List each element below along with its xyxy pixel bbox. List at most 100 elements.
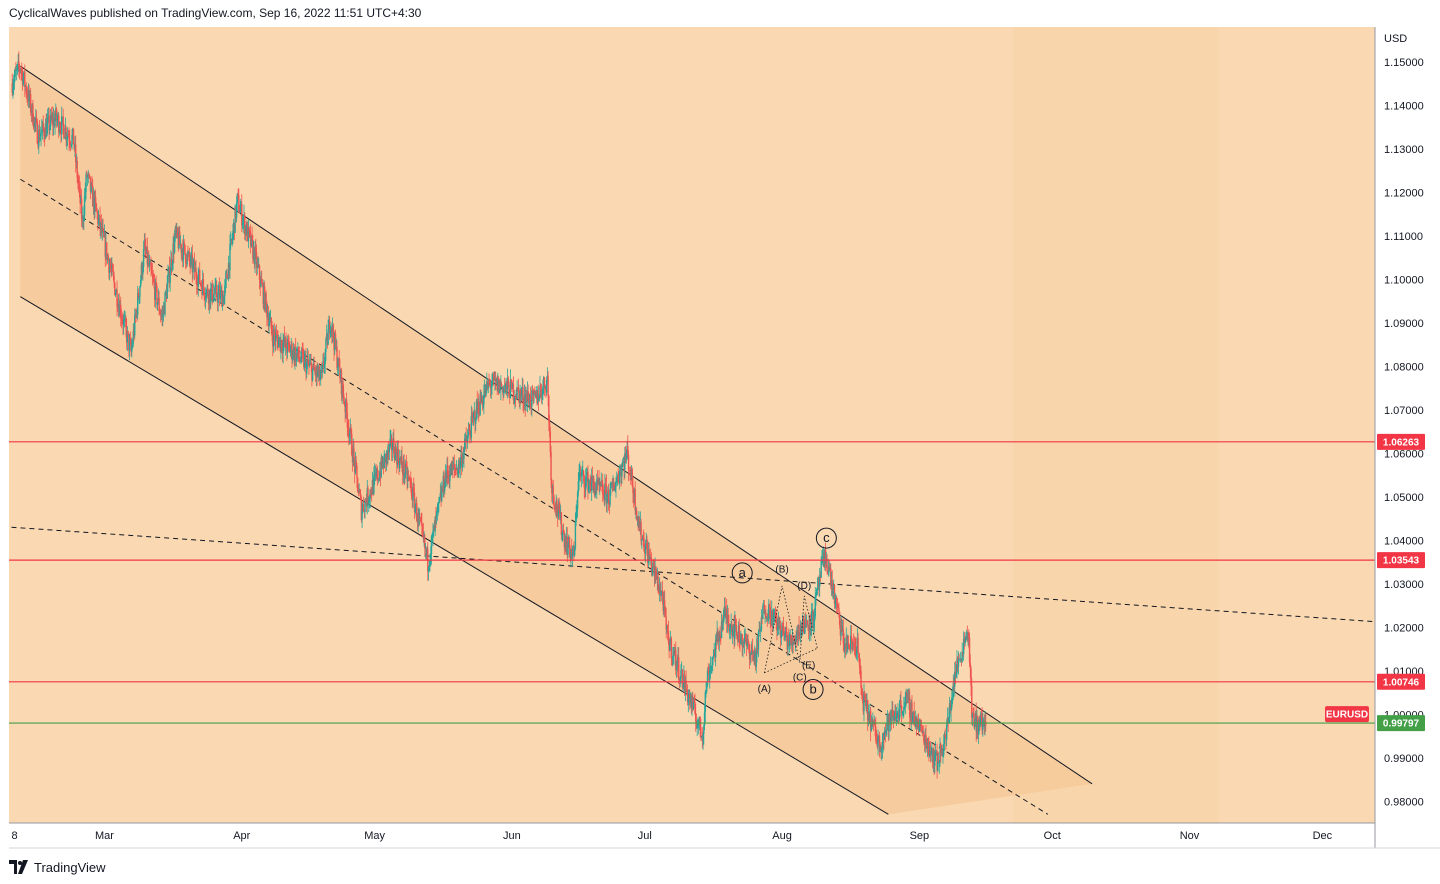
candle (207, 294, 210, 311)
candle (168, 266, 170, 277)
candle-body (146, 246, 149, 265)
wave-label-circled[interactable]: c (815, 527, 837, 549)
candle-body (430, 536, 433, 554)
candle-body (789, 635, 791, 642)
candle (826, 554, 828, 575)
candle (59, 122, 61, 135)
candle-body (861, 687, 863, 696)
candle (766, 613, 769, 627)
candle (704, 690, 707, 723)
candle (210, 283, 213, 293)
wave-label[interactable]: (D) (797, 581, 811, 592)
candle-body (531, 389, 533, 407)
candle-body (446, 465, 448, 479)
channel-midline[interactable] (20, 178, 1049, 815)
candle-body (322, 361, 324, 367)
candle-body (945, 737, 947, 740)
candle-body (844, 643, 846, 652)
candle-body (484, 388, 487, 396)
candle (724, 597, 726, 618)
wave-label[interactable]: (B) (775, 564, 788, 575)
candle-body (529, 394, 532, 406)
candle (838, 602, 840, 618)
candle-body (235, 202, 238, 218)
candle (949, 699, 952, 714)
candle (925, 724, 927, 749)
wave-label-circled[interactable]: a (731, 562, 753, 584)
candle-body (276, 334, 278, 339)
channel-upper-line[interactable] (20, 65, 1093, 785)
candle (362, 501, 364, 514)
candle-body (790, 642, 793, 646)
candle (193, 258, 195, 269)
candle (681, 668, 684, 690)
candle (508, 381, 510, 398)
candle (529, 386, 532, 409)
candle (258, 257, 260, 269)
candle-body (802, 615, 804, 627)
candle-body (249, 231, 251, 233)
candle-body (234, 206, 236, 233)
candle-body (699, 716, 701, 727)
candle (915, 716, 918, 736)
candle (283, 334, 285, 351)
candle (308, 360, 310, 375)
candle (359, 488, 361, 496)
candle-body (565, 536, 568, 552)
candle (965, 632, 967, 643)
candle-body (781, 622, 783, 632)
candle (601, 479, 603, 492)
candle-body (495, 378, 498, 382)
candle-body (554, 508, 557, 510)
wave-label-circled[interactable]: b (802, 678, 824, 700)
candle-body (954, 671, 957, 677)
candle-body (553, 496, 555, 506)
wave-label[interactable]: (C) (793, 673, 807, 684)
candle (912, 712, 914, 724)
candle-body (507, 378, 509, 386)
candle-body (393, 453, 396, 461)
candle-body (387, 447, 389, 457)
triangle-lower-boundary[interactable] (764, 647, 818, 674)
candle (412, 482, 414, 508)
candle (531, 384, 534, 401)
candle-body (350, 427, 352, 434)
triangle-pattern-line[interactable] (763, 585, 818, 674)
candle (931, 748, 934, 769)
candle (714, 648, 716, 662)
candle-body (620, 469, 622, 477)
candle (127, 330, 129, 337)
candle-body (194, 267, 196, 273)
candle-body (162, 314, 164, 316)
candle-body (780, 631, 783, 639)
candle (863, 683, 865, 722)
candle (267, 306, 270, 331)
candle (334, 331, 336, 355)
candle (161, 305, 163, 327)
channel-lower-line[interactable] (20, 296, 889, 815)
wave-label[interactable]: (E) (802, 661, 815, 672)
candle-body (506, 381, 508, 390)
candle (573, 545, 576, 557)
candle (228, 262, 230, 278)
candle (787, 634, 789, 657)
candle (117, 298, 119, 313)
candle-body (888, 713, 890, 732)
candle (879, 744, 881, 753)
footer-brand[interactable]: TradingView (9, 856, 106, 878)
candle-body (508, 385, 510, 397)
candle-body (394, 446, 397, 461)
candle-body (400, 456, 402, 461)
wave-label[interactable]: (A) (758, 684, 771, 695)
candle-body (478, 401, 480, 413)
candle-body (441, 489, 443, 501)
candle (258, 264, 261, 290)
candle-body (740, 638, 742, 644)
candle (539, 375, 541, 400)
candle (478, 393, 480, 422)
candle (440, 485, 442, 507)
candle (861, 688, 864, 704)
candle-body (967, 631, 969, 640)
candle (89, 177, 92, 200)
